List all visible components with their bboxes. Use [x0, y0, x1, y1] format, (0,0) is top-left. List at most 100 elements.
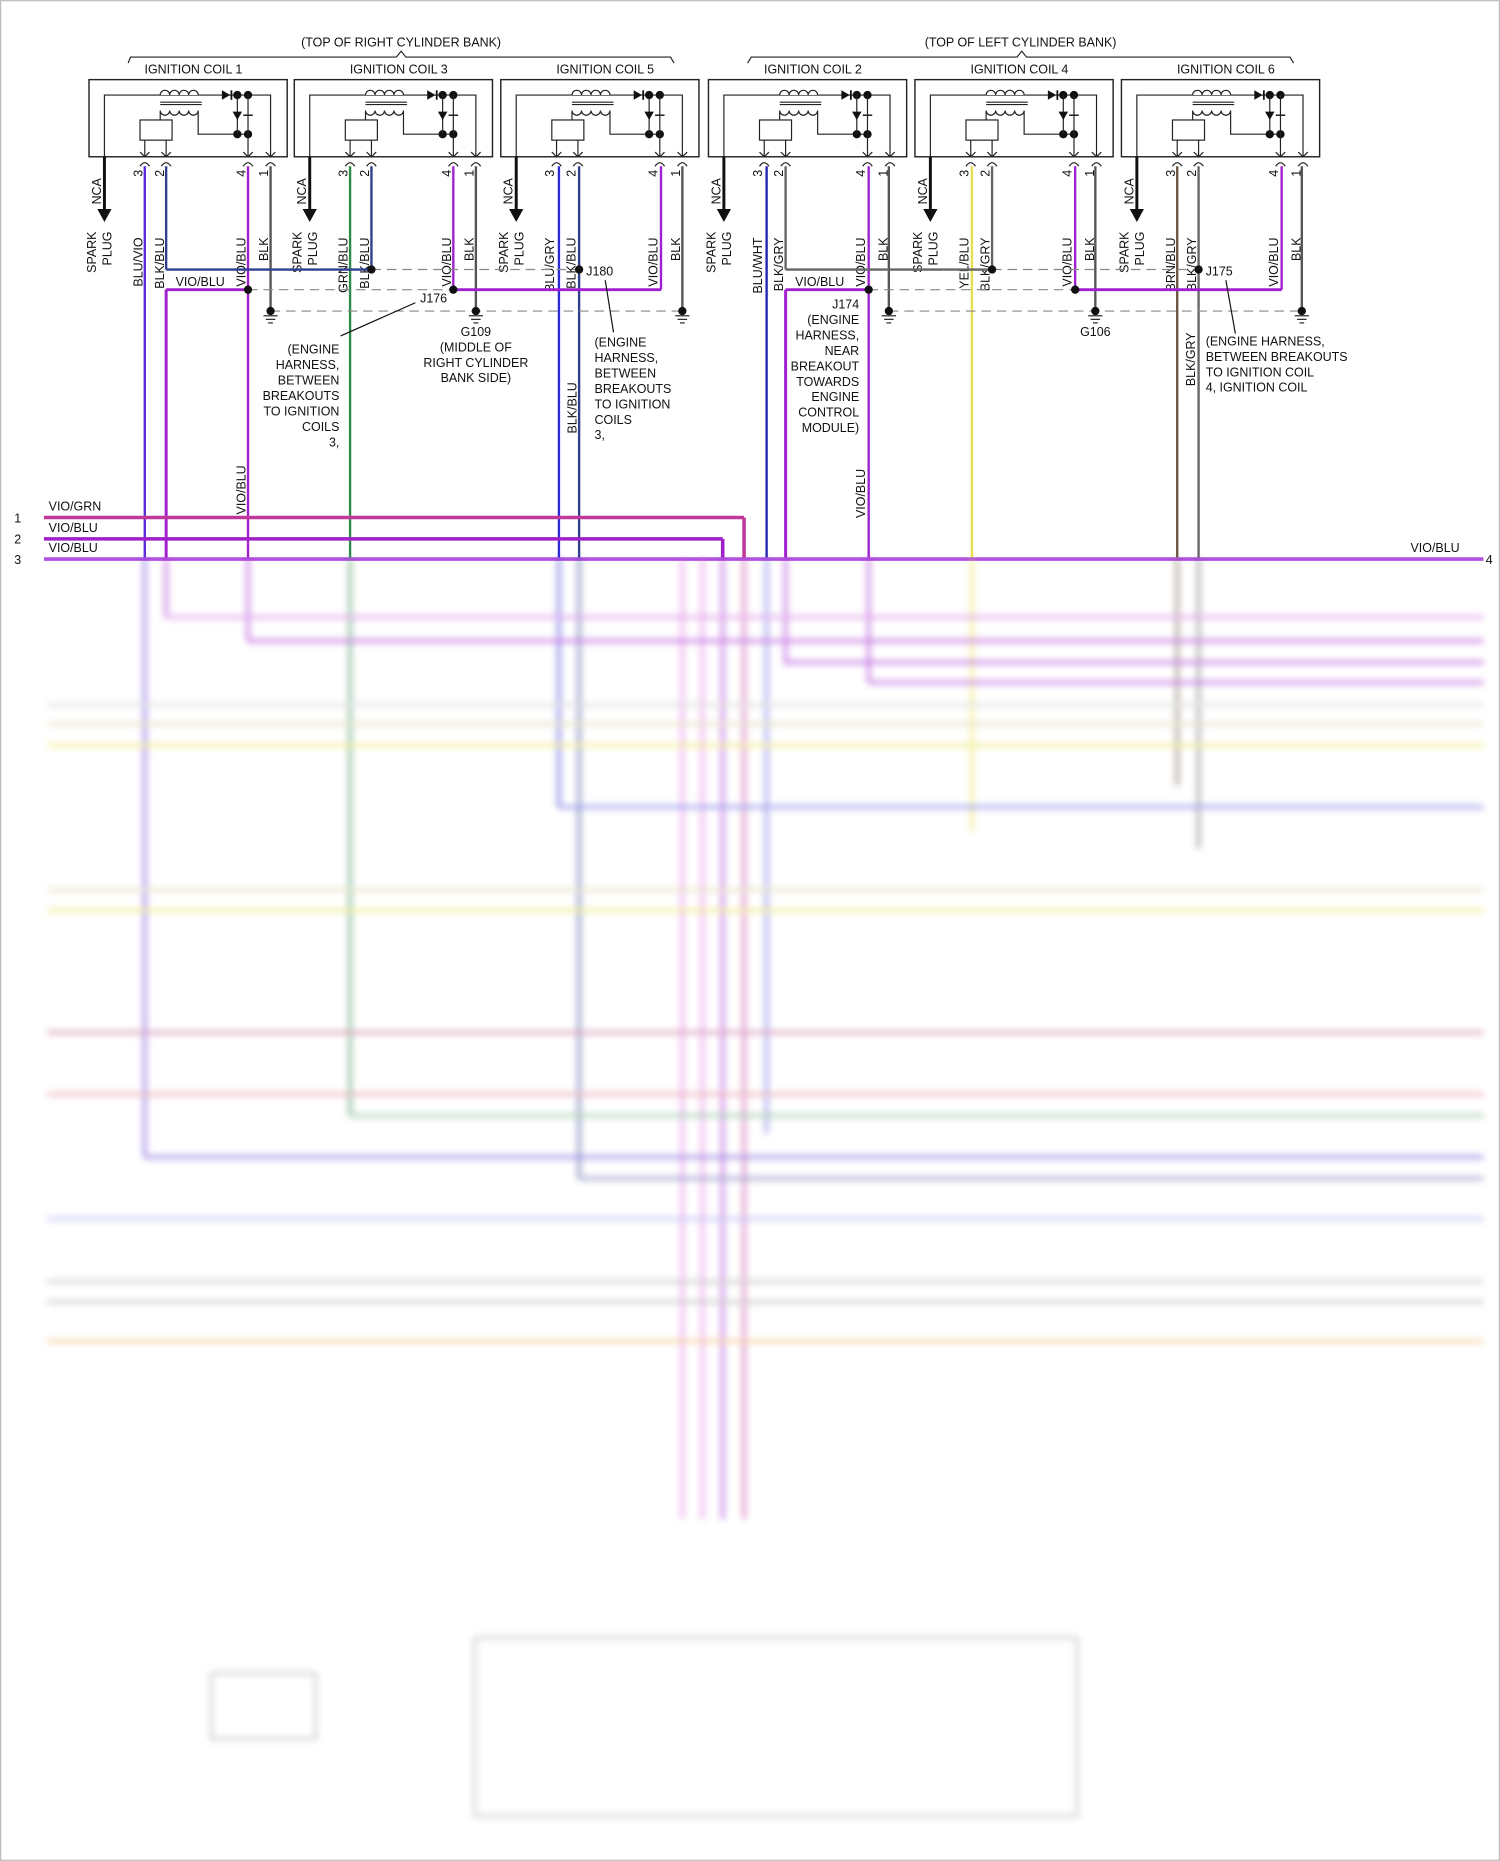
splice-dot	[1071, 285, 1080, 294]
ground-g109-note: BANK SIDE)	[441, 371, 512, 385]
wire-color-label: BLK	[1083, 237, 1097, 261]
row-wire-label: VIO/BLU	[49, 521, 98, 535]
connector-pin-icon	[366, 151, 377, 167]
wire-color-label: BLK/GRY	[979, 237, 993, 291]
ground-icon	[263, 306, 278, 324]
wire-color-label: VIO/BLU	[235, 237, 249, 286]
spark-plug-label: SPARK	[290, 231, 304, 273]
left-bank-title: (TOP OF LEFT CYLINDER BANK)	[925, 35, 1117, 49]
coil-title: IGNITION COIL 5	[556, 63, 654, 77]
wire-color-label: BLK	[462, 237, 476, 261]
splice-j174-note: (ENGINE	[807, 313, 859, 327]
spark-plug-label: SPARK	[497, 231, 511, 273]
splice-j174-label: J174	[832, 298, 859, 312]
ground-dot	[884, 306, 893, 316]
connector-pin-icon	[1297, 151, 1309, 167]
splice-j175-note: (ENGINE HARNESS,	[1206, 334, 1325, 348]
row-number: 3	[14, 553, 21, 567]
primary-winding-icon	[985, 89, 1025, 96]
splice-j174-note: ENGINE	[811, 390, 859, 404]
coil-box	[293, 78, 494, 158]
secondary-winding-icon	[985, 110, 1074, 135]
node	[1265, 130, 1274, 139]
right-bank-bracket	[127, 50, 675, 64]
connector-pin-icon	[677, 151, 688, 167]
splice-j176-label: J176	[420, 292, 447, 306]
splice-dot	[367, 265, 376, 274]
wire-label: BLK/GRY	[1184, 332, 1198, 386]
pin-number: 4	[1267, 170, 1281, 177]
node	[1059, 130, 1068, 139]
connector-pin-icon	[986, 151, 998, 167]
nca-label: NCA	[90, 177, 104, 204]
splice-j180-note: HARNESS,	[595, 351, 659, 365]
secondary-winding-icon	[1192, 110, 1281, 135]
connector-pin-icon	[759, 151, 770, 167]
spark-plug-label: PLUG	[512, 232, 526, 266]
secondary-winding-icon	[364, 110, 454, 135]
spark-plug-label: SPARK	[705, 231, 719, 273]
coil-title: IGNITION COIL 1	[145, 63, 243, 77]
nca-label: NCA	[1122, 177, 1136, 204]
spark-plug-arrow-icon	[302, 208, 317, 223]
ground-g106-label: G106	[1080, 325, 1111, 339]
connector-pin-icon	[1068, 151, 1080, 167]
splice-j176-note: HARNESS,	[276, 358, 340, 372]
driver-module	[344, 119, 378, 141]
ground-g106-icon	[1088, 306, 1103, 324]
splice-j174-note: NEAR	[825, 344, 860, 358]
splice-dot	[243, 285, 253, 294]
row-number: 1	[14, 511, 21, 525]
ground-g109-note: RIGHT CYLINDER	[423, 356, 528, 370]
row-wire-label: VIO/GRN	[49, 499, 102, 513]
splice-j180-note: BREAKOUTS	[595, 382, 672, 396]
spark-plug-arrow-icon	[509, 208, 524, 223]
ignition-coil-4: IGNITION COIL 2 3 BLU/WHT 2 BLK/GRY 4 VIO/BLU 1…	[705, 63, 908, 294]
wire-label: VIO/BLU	[854, 469, 868, 518]
ground-icon	[1294, 306, 1309, 324]
pin-number: 4	[854, 170, 868, 177]
pin-number: 4	[646, 170, 660, 177]
ignition-coil-5: IGNITION COIL 4 3 YEL/BLU 2 BLK/GRY 4 VIO/BLU 1…	[911, 63, 1114, 291]
pin-number: 1	[877, 170, 891, 177]
secondary-winding-icon	[159, 110, 249, 135]
pin-number: 2	[979, 170, 993, 177]
connector-pin-icon	[862, 151, 873, 167]
connector-pin-icon	[344, 151, 356, 167]
connector-pin-icon	[551, 151, 562, 167]
ground-g109-label: G109	[461, 325, 492, 339]
pin-number: 1	[1290, 170, 1304, 177]
leader-arrow	[1225, 280, 1236, 334]
splice-dot	[987, 265, 997, 274]
splice-j176-note: COILS	[302, 420, 339, 434]
splice-j180-note: 3,	[595, 428, 605, 442]
spark-plug-label: PLUG	[927, 232, 941, 266]
connector-pin-icon	[470, 151, 482, 167]
splice-j174-note: BREAKOUT	[791, 359, 860, 373]
pin-number: 2	[1185, 170, 1199, 177]
connector-pin-icon	[654, 151, 666, 167]
pin-number: 1	[1083, 170, 1097, 177]
pin-number: 3	[131, 170, 145, 177]
diode-icon	[427, 90, 436, 100]
coil-title: IGNITION COIL 4	[970, 63, 1068, 77]
pin-number: 4	[440, 170, 454, 177]
nca-label: NCA	[916, 177, 930, 204]
wire-color-label: BRN/BLU	[1164, 237, 1178, 291]
splice-j180-note: BETWEEN	[595, 366, 657, 380]
splice-j180	[574, 265, 584, 274]
ignition-coil-3: IGNITION COIL 5 3 BLU/GRY 2 BLK/BLU 4 VIO/BLU 1…	[497, 63, 700, 292]
wire-label: BLK/BLU	[566, 382, 580, 433]
connector-pin-icon	[965, 151, 976, 167]
primary-winding-icon	[779, 89, 819, 96]
splice-j174	[864, 285, 873, 294]
harness: J180 VIO/BLU J176 G109(MIDDLE OF RIGHT CYLIN…	[14, 166, 1493, 567]
primary-winding-icon	[1192, 89, 1232, 96]
pin-number: 2	[358, 170, 372, 177]
obscured-sensor-box	[210, 1672, 317, 1740]
nca-label: NCA	[502, 177, 516, 204]
wire-color-label: BLK	[669, 237, 683, 261]
splice-j176-note: BREAKOUTS	[263, 389, 340, 403]
secondary-winding-icon	[571, 110, 660, 135]
pin-number: 2	[565, 170, 579, 177]
